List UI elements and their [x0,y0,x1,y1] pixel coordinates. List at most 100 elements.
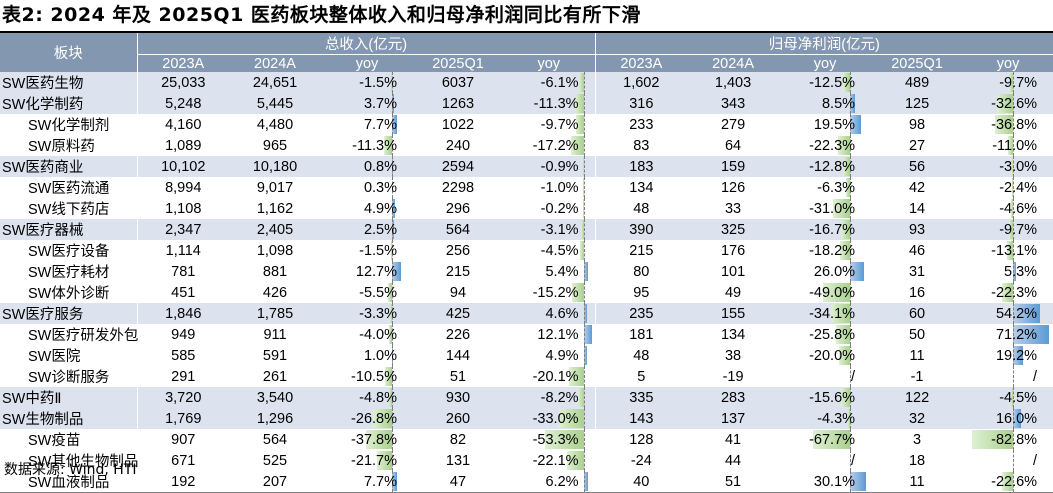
np-2023a-cell: 181 [595,324,687,345]
np-yoy-value: -16.7% [809,222,855,238]
np-q1-yoy-value: 54.2% [996,306,1037,322]
np-yoy-value: 8.5% [822,96,855,112]
np-2024a-cell: 137 [687,408,779,429]
np-2023a-cell: 95 [595,282,687,303]
rev-q1-yoy-value: -11.3% [534,96,579,112]
np-2024a-value: 176 [721,243,745,259]
np-2024a-cell: 134 [687,324,779,345]
np-2024a-value: 155 [721,306,745,322]
np-q1-yoy-value: -4.5% [999,390,1037,406]
np-yoy-cell: -34.1% [779,303,871,324]
sector-name: SW医疗耗材 [0,265,109,281]
np-2025q1-cell: 32 [871,408,963,429]
np-2025q1-value: 93 [909,222,925,238]
np-2023a-cell: 48 [595,198,687,219]
header-rev-2024a: 2024A [229,55,321,73]
np-q1-yoy-value: / [1033,369,1037,385]
rev-2024a-cell: 881 [229,261,321,282]
np-yoy-value: / [851,369,855,385]
np-q1-yoy-value: -13.1% [991,243,1037,259]
rev-2025q1-cell: 6037 [413,72,503,93]
rev-2025q1-value: 94 [450,285,466,301]
np-2025q1-cell: 42 [871,177,963,198]
rev-q1-yoy-value: -17.2% [533,138,579,154]
np-yoy-value: 26.0% [814,264,855,280]
rev-2023a-value: 671 [171,453,195,469]
np-2025q1-value: 98 [909,117,925,133]
np-yoy-cell: -22.3% [779,135,871,156]
rev-2023a-value: 5,248 [165,96,201,112]
np-2024a-value: 44 [725,453,741,469]
sector-name: SW医药商业 [2,160,83,176]
rev-2025q1-cell: 51 [413,366,503,387]
rev-2025q1-value: 1022 [442,117,474,133]
rev-q1-yoy-cell: -6.1% [503,72,595,93]
rev-2025q1-value: 296 [446,201,470,217]
np-yoy-value: -6.3% [817,180,855,196]
rev-q1-yoy-cell: -0.2% [503,198,595,219]
np-2025q1-value: 32 [909,411,925,427]
np-2023a-value: 48 [633,201,649,217]
np-2023a-value: 40 [633,474,649,490]
rev-yoy-value: 0.8% [364,159,397,175]
rev-2023a-value: 1,114 [166,243,201,259]
np-q1-yoy-value: -2.4% [999,180,1037,196]
sector-name-cell: SW疫苗 [0,429,137,450]
rev-q1-yoy-value: -0.9% [541,159,579,175]
sector-name: SW化学制剂 [0,118,109,134]
rev-2024a-cell: 591 [229,345,321,366]
rev-q1-yoy-cell: -8.2% [503,387,595,408]
np-yoy-cell: -49.0% [779,282,871,303]
yoy-zero-axis [584,156,585,177]
rev-q1-yoy-cell: -15.2% [503,282,595,303]
rev-yoy-value: -26.8% [351,411,397,427]
rev-2025q1-cell: 240 [413,135,503,156]
rev-2024a-cell: 1,296 [229,408,321,429]
rev-2025q1-value: 1263 [442,96,474,112]
yoy-zero-axis [584,177,585,198]
np-2025q1-cell: 125 [871,93,963,114]
np-2025q1-value: 56 [909,159,925,175]
rev-yoy-cell: 12.7% [321,261,413,282]
np-yoy-cell: 30.1% [779,471,871,493]
rev-q1-yoy-cell: -33.0% [503,408,595,429]
rev-2025q1-cell: 564 [413,219,503,240]
np-2024a-cell: 279 [687,114,779,135]
np-yoy-value: -12.8% [809,159,855,175]
rev-2023a-value: 25,033 [161,75,205,91]
rev-2023a-value: 451 [171,285,195,301]
np-2023a-cell: 80 [595,261,687,282]
rev-q1-yoy-value: -4.5% [541,243,579,259]
np-2025q1-value: 18 [909,453,925,469]
np-yoy-value: -18.2% [809,243,855,259]
rev-yoy-cell: -3.3% [321,303,413,324]
np-2025q1-value: 3 [913,432,921,448]
sector-name-cell: SW医药流通 [0,177,137,198]
rev-q1-yoy-value: 4.6% [545,306,578,322]
np-2025q1-cell: 46 [871,240,963,261]
np-2025q1-value: 125 [905,96,929,112]
np-yoy-cell: 8.5% [779,93,871,114]
rev-2023a-value: 1,846 [165,306,201,322]
rev-2023a-cell: 1,108 [137,198,229,219]
rev-q1-yoy-value: -20.1% [533,369,579,385]
rev-2025q1-value: 260 [446,411,470,427]
yoy-zero-axis [584,240,585,261]
np-2025q1-cell: 14 [871,198,963,219]
np-2024a-cell: 325 [687,219,779,240]
sector-name-cell: SW线下药店 [0,198,137,219]
np-2023a-cell: 83 [595,135,687,156]
np-yoy-cell: -18.2% [779,240,871,261]
rev-2024a-value: 1,296 [257,411,293,427]
sector-name: SW体外诊断 [0,286,109,302]
rev-2024a-cell: 426 [229,282,321,303]
np-q1-yoy-cell: -11.0% [963,135,1053,156]
yoy-zero-axis [584,282,585,303]
rev-yoy-cell: 3.7% [321,93,413,114]
sector-name-cell: SW体外诊断 [0,282,137,303]
np-q1-yoy-cell: -9.7% [963,72,1053,93]
rev-2024a-cell: 1,098 [229,240,321,261]
np-2023a-cell: 183 [595,156,687,177]
